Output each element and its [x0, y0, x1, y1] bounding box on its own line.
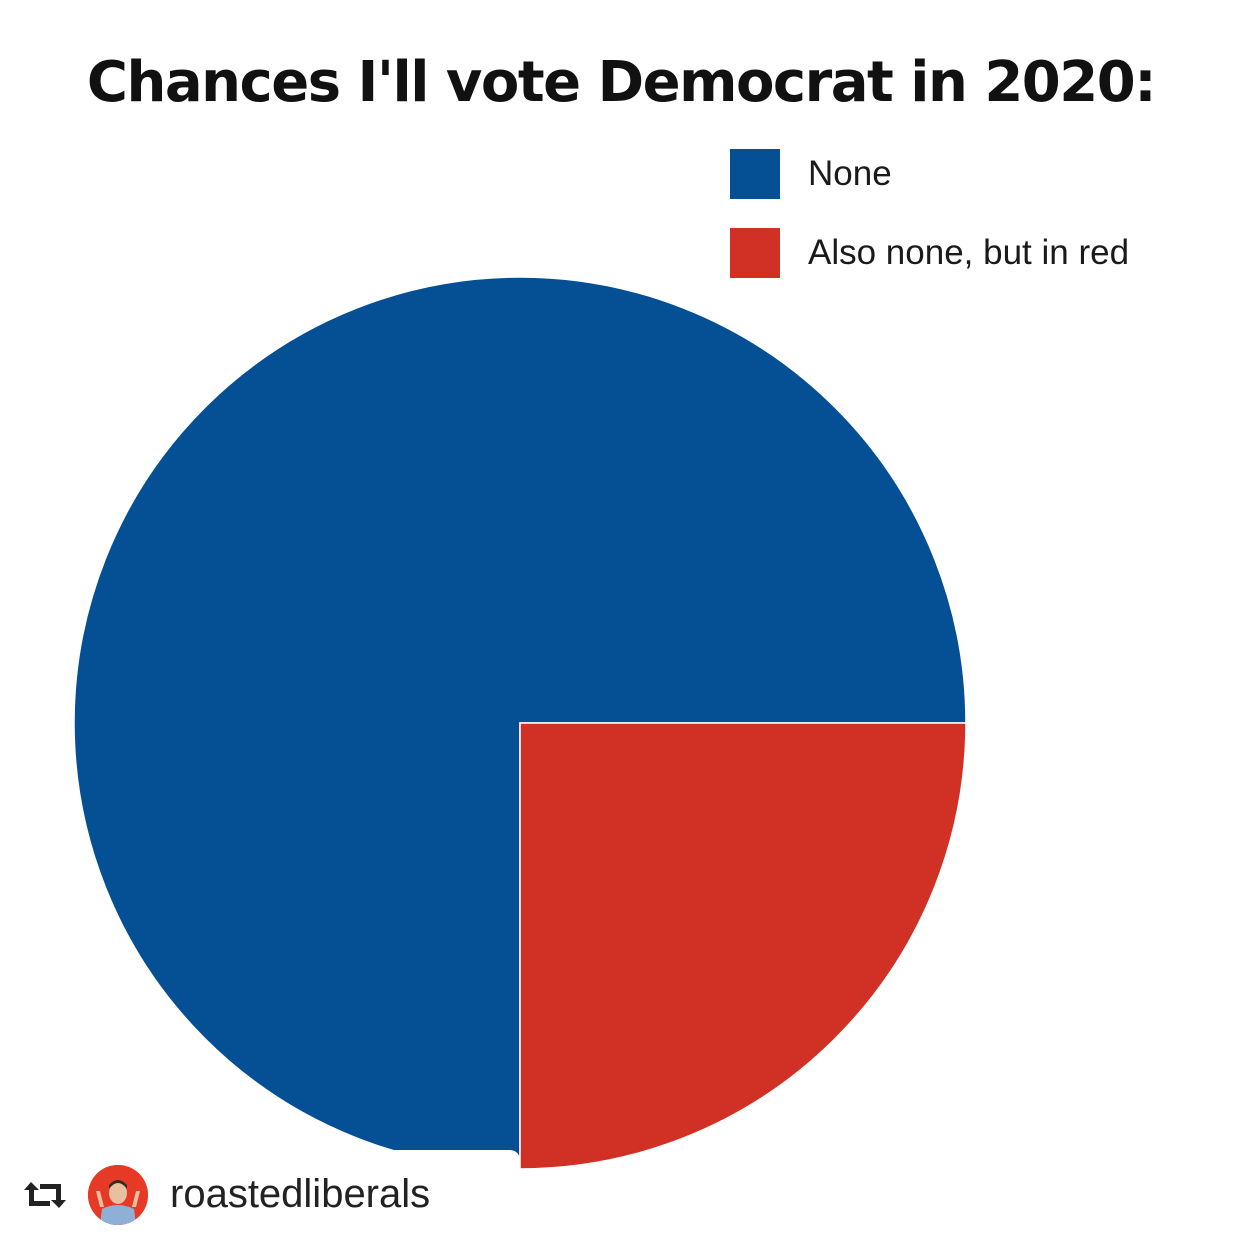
legend-item-also-none: Also none, but in red	[730, 227, 1129, 279]
chart-title: Chances I'll vote Democrat in 2020:	[86, 50, 1157, 115]
pie-slice-also-none	[519, 722, 967, 1170]
repost-bar: roastedliberals	[0, 1150, 520, 1239]
legend-label-none: None	[808, 154, 892, 193]
avatar[interactable]	[88, 1164, 148, 1225]
legend-swatch-none	[730, 149, 780, 199]
legend-item-none: None	[730, 148, 1129, 200]
legend-label-also-none: Also none, but in red	[808, 233, 1130, 272]
chart-legend: None Also none, but in red	[730, 148, 1129, 306]
pie-chart	[73, 276, 967, 1170]
legend-swatch-also-none	[730, 228, 780, 278]
repost-icon[interactable]	[22, 1178, 68, 1212]
repost-username[interactable]: roastedliberals	[170, 1172, 431, 1216]
person-icon	[88, 1164, 148, 1225]
